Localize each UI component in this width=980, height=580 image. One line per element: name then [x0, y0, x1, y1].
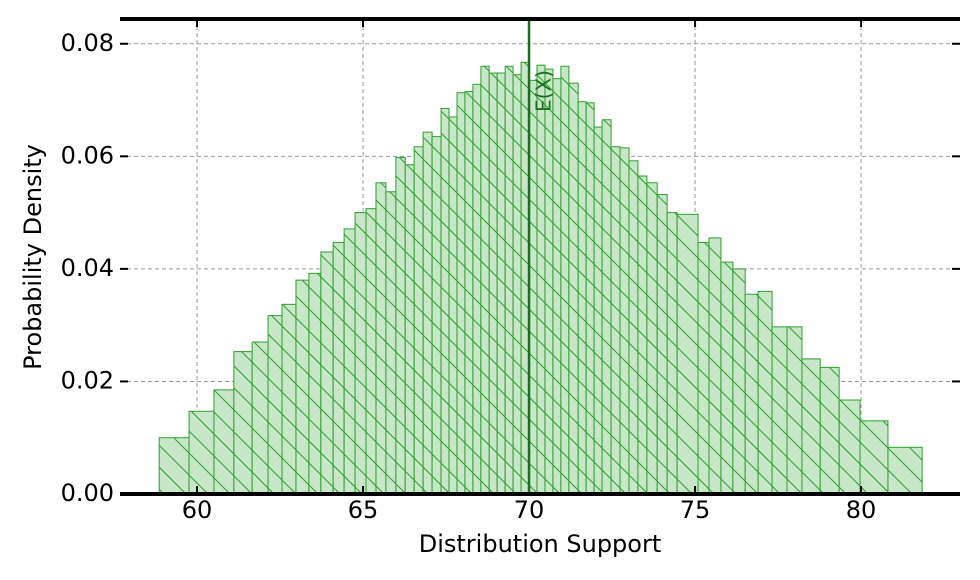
bar-hatch — [333, 242, 345, 494]
bar-hatch — [801, 358, 821, 494]
bar-hatch — [628, 160, 638, 494]
bar-hatch — [375, 182, 386, 495]
bar-hatch — [620, 147, 629, 495]
bar-hatch — [405, 164, 415, 494]
bar-hatch — [578, 101, 587, 494]
bar-hatch — [464, 91, 473, 494]
y-tick-label: 0.04 — [61, 254, 114, 282]
bar-hatch — [456, 92, 465, 494]
bar-hatch — [489, 73, 498, 494]
bar-hatch — [708, 237, 721, 494]
x-tick-label: 65 — [348, 496, 379, 524]
bar-hatch — [667, 212, 678, 494]
bar-hatch — [189, 411, 214, 494]
bar-hatch — [732, 268, 746, 494]
bar-hatch — [159, 437, 190, 494]
bar-hatch — [521, 62, 530, 495]
bar-hatch — [344, 228, 356, 495]
bar-hatch — [745, 294, 759, 494]
bar-hatch — [698, 242, 709, 494]
bar-hatch — [472, 84, 481, 494]
bar-hatch — [758, 291, 773, 494]
bar-hatch — [213, 389, 234, 494]
bar-hatch — [772, 326, 788, 494]
bar-hatch — [586, 102, 595, 495]
bar-hatch — [560, 66, 569, 495]
bar-hatch — [537, 65, 545, 494]
x-tick-label: 75 — [680, 496, 711, 524]
bar-hatch — [268, 315, 283, 494]
bar-hatch — [449, 116, 457, 494]
bar-hatch — [505, 66, 514, 495]
bar-hatch — [720, 262, 733, 494]
bar-hatch — [887, 447, 923, 494]
y-tick-label: 0.06 — [61, 141, 114, 169]
bar-hatch — [497, 73, 506, 494]
x-tick-label: 60 — [182, 496, 213, 524]
bar-hatch — [513, 74, 522, 494]
bar-hatch — [611, 146, 621, 494]
bar-hatch — [432, 136, 442, 495]
bar-hatch — [308, 273, 321, 494]
bar-hatch — [320, 251, 334, 494]
bar-hatch — [646, 182, 658, 495]
bar-hatch — [529, 80, 538, 494]
bar-hatch — [441, 108, 450, 495]
bar-hatch — [355, 212, 367, 494]
x-tick-label: 70 — [514, 496, 545, 524]
bar-hatch — [233, 351, 253, 494]
bar-hatch — [252, 342, 269, 494]
y-tick-label: 0.02 — [61, 366, 114, 394]
bar-hatch — [637, 176, 647, 494]
bar-hatch — [787, 326, 802, 494]
bar-hatch — [366, 208, 376, 494]
bar-hatch — [677, 214, 699, 494]
bar-hatch — [568, 83, 579, 495]
bar-hatch — [423, 132, 433, 494]
bar-hatch — [395, 157, 406, 494]
y-tick-label: 0.00 — [61, 479, 114, 507]
x-tick-label: 80 — [846, 496, 877, 524]
bar-hatch — [657, 194, 668, 495]
bar-hatch — [820, 367, 840, 494]
bar-hatch — [544, 69, 553, 494]
bar-hatch — [594, 127, 603, 494]
bar-hatch — [839, 400, 861, 494]
bar-hatch — [414, 146, 424, 494]
bar-hatch — [385, 191, 396, 494]
bar-hatch — [860, 420, 888, 494]
bar-hatch — [602, 119, 612, 494]
bar-hatch — [552, 78, 561, 494]
expected-value-label: E(X) — [532, 70, 556, 112]
y-tick-label: 0.08 — [61, 29, 114, 57]
y-axis-label: Probability Density — [19, 144, 47, 370]
bar-hatch — [282, 304, 296, 494]
bar-hatch — [480, 66, 490, 495]
x-axis-label: Distribution Support — [419, 530, 662, 558]
bar-hatch — [295, 280, 309, 494]
